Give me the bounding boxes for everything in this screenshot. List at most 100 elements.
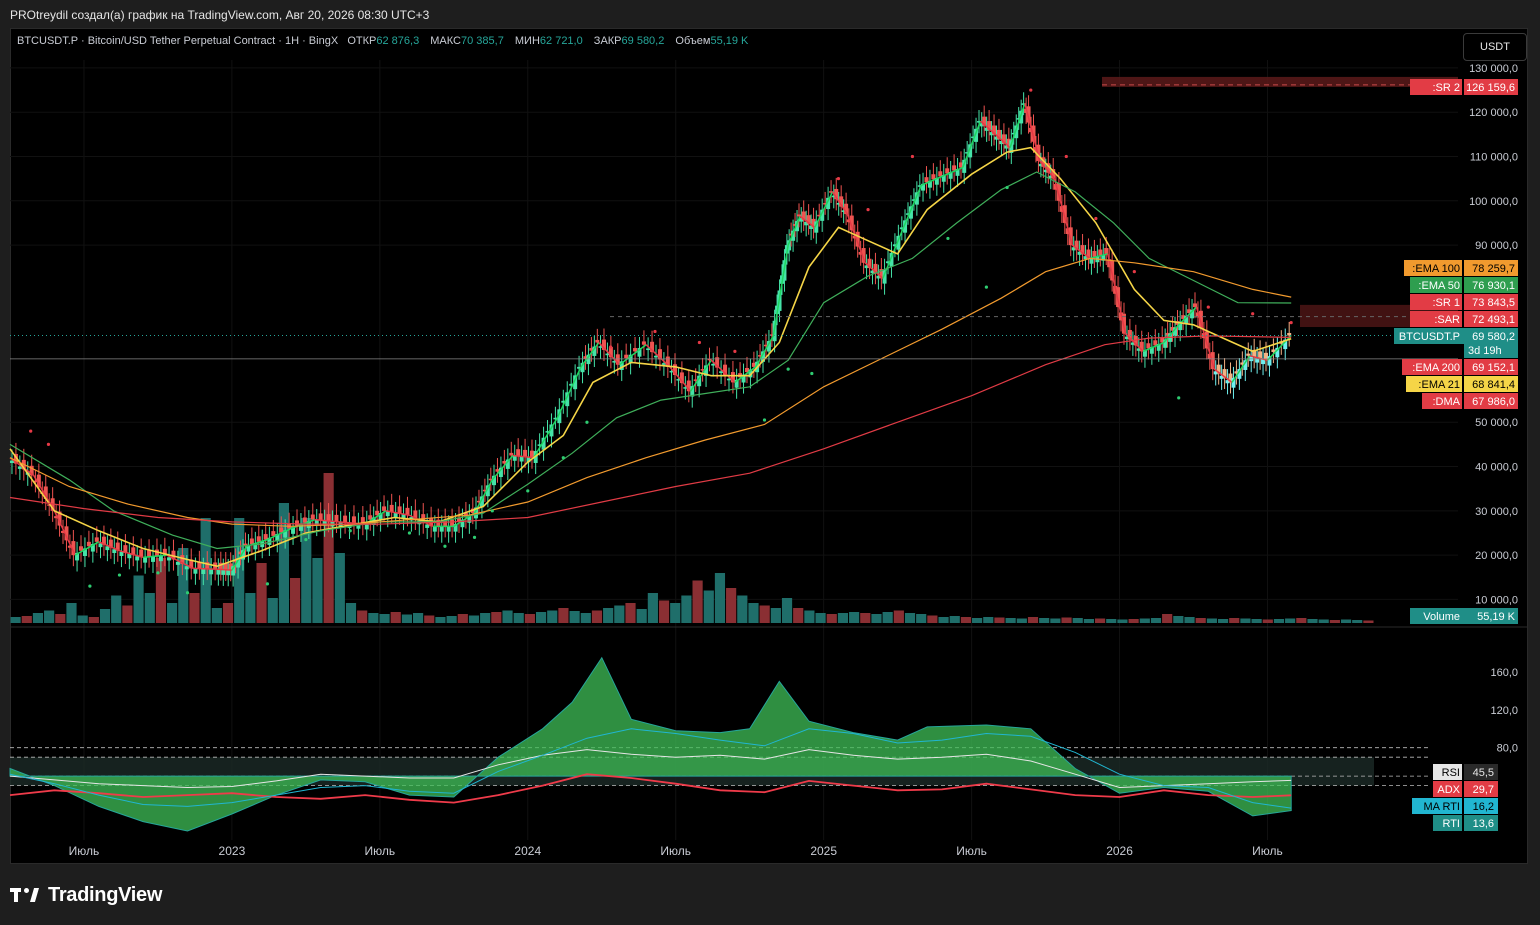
candle-body: [707, 358, 712, 361]
ind-value-bg: [1464, 781, 1498, 797]
candle-body: [389, 504, 394, 513]
candle-body: [693, 379, 698, 381]
candle-body: [683, 387, 688, 389]
candle-body: [977, 121, 982, 123]
candle-body: [955, 169, 960, 176]
candle-body: [908, 206, 913, 219]
x-tick-label: 2023: [219, 844, 246, 858]
volume-bar: [614, 605, 625, 623]
volume-bar: [1273, 619, 1285, 623]
volume-bar: [927, 615, 938, 623]
x-tick-label: 2025: [810, 844, 837, 858]
sar-tag-label: :SAR: [1434, 314, 1460, 326]
close-line-segment: [1213, 368, 1233, 383]
candle-body: [1240, 362, 1245, 365]
candle-body: [1261, 359, 1266, 365]
volume-tag-bg: [1410, 608, 1464, 624]
candle-body: [314, 520, 319, 525]
close-line-segment: [1249, 355, 1268, 361]
sar-dot: [786, 367, 790, 371]
candle-body: [553, 417, 558, 420]
volume-bar: [412, 613, 424, 623]
candle-body: [283, 530, 288, 538]
sar-dot: [946, 236, 950, 241]
close-line-segment: [831, 191, 848, 215]
close-line-segment: [754, 335, 775, 368]
candle-body: [795, 221, 800, 232]
candle-body: [175, 561, 180, 565]
candle-body: [193, 568, 198, 574]
sar-dot: [185, 591, 190, 595]
ind-value-bg: [1464, 815, 1498, 831]
sar-dot: [810, 371, 814, 376]
volume-bar: [222, 603, 234, 623]
volume-bar: [658, 600, 670, 623]
close-line-segment: [994, 133, 1011, 149]
candle-body: [33, 480, 38, 483]
volume-bar: [1050, 618, 1061, 623]
y-tick-label: 100 000,0: [1469, 196, 1518, 208]
candle-body: [661, 363, 666, 365]
close-line-segment: [53, 510, 76, 556]
candle-body: [143, 556, 148, 563]
sar-dot: [910, 154, 915, 159]
volume-bar: [1173, 616, 1184, 623]
currency-button[interactable]: USDT: [1463, 33, 1527, 61]
candle-body: [569, 383, 574, 386]
volume-bar: [1128, 619, 1139, 623]
symbol-legend: BTCUSDT.P · Bitcoin/USD Tether Perpetual…: [17, 35, 756, 47]
candle-body: [882, 269, 887, 284]
close-line-segment: [787, 216, 801, 246]
candle-body: [834, 188, 839, 200]
sar-dot: [117, 573, 122, 577]
candle-body: [54, 516, 59, 519]
candle-body: [1192, 303, 1197, 308]
volume-bar: [435, 617, 446, 623]
candle-body: [619, 361, 624, 370]
sar-dot: [46, 442, 51, 446]
ind-tag-bg: [1412, 798, 1462, 814]
candle-body: [697, 375, 702, 387]
close-line-segment: [902, 184, 922, 228]
candle-body: [615, 354, 620, 365]
volume-bar: [345, 603, 357, 623]
close-line-segment: [1071, 244, 1091, 259]
volume-bar: [1352, 620, 1363, 623]
candle-body: [1198, 310, 1203, 328]
candle-body: [676, 379, 681, 381]
candle-body: [360, 517, 365, 525]
volume-bar: [770, 608, 781, 623]
sar-dot: [609, 345, 613, 349]
candle-body: [1014, 125, 1019, 139]
candle-body: [201, 568, 206, 575]
candle-body: [86, 541, 91, 547]
candle-body: [246, 545, 251, 552]
candle-body: [751, 362, 756, 367]
candle-body: [690, 386, 695, 397]
candle-body: [226, 570, 231, 576]
candle-body: [236, 558, 241, 568]
candle-body: [797, 214, 802, 217]
volume-bar: [1307, 619, 1318, 623]
close-line-segment: [74, 541, 100, 556]
candle-body: [608, 346, 613, 358]
candle-body: [1077, 251, 1082, 255]
close-line-segment: [193, 567, 218, 571]
ind-value-adx: 29,7: [1473, 784, 1494, 796]
volume-bar: [200, 518, 211, 623]
volume-bar: [647, 593, 658, 623]
candle-body: [831, 195, 836, 198]
volume-bar: [670, 603, 681, 623]
volume-bar: [1285, 618, 1296, 623]
candle-body: [432, 526, 437, 532]
candle-body: [1184, 315, 1189, 325]
candle-body: [858, 251, 863, 255]
candle-body: [393, 513, 398, 518]
candle-body: [1271, 349, 1276, 352]
candle-body: [298, 524, 303, 531]
candle-body: [715, 357, 720, 368]
candle-body: [310, 514, 315, 520]
volume-bar: [1117, 619, 1128, 623]
volume-bar: [1027, 617, 1039, 623]
ind-value-ma-rti: 16,2: [1473, 801, 1494, 813]
